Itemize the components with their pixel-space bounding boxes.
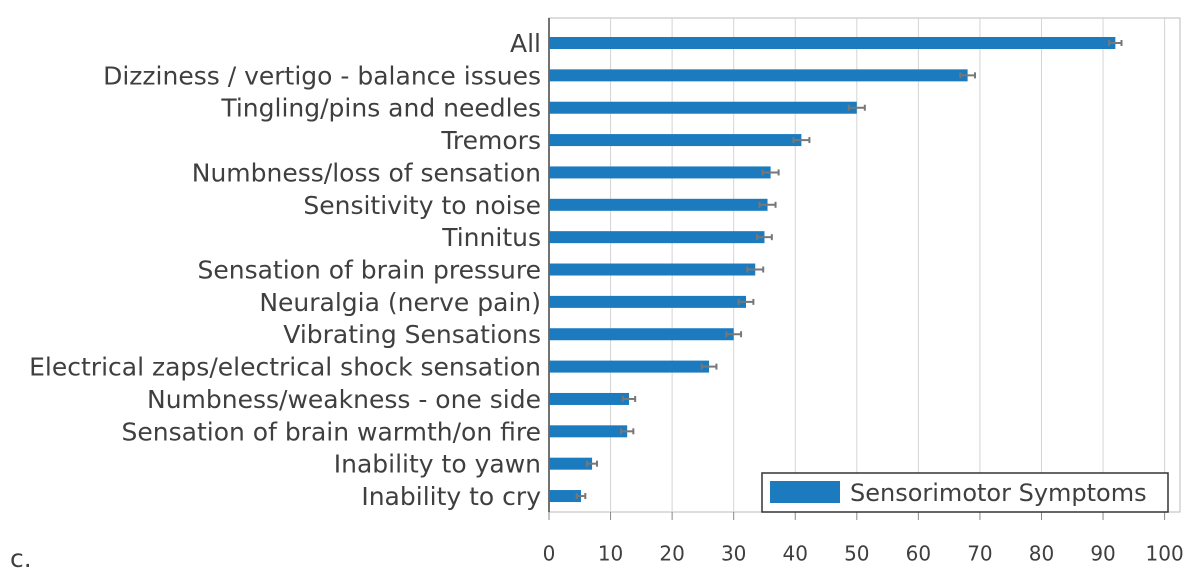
y-tick-label: Inability to cry — [361, 482, 541, 511]
legend-label: Sensorimotor Symptoms — [850, 479, 1147, 507]
bar — [549, 198, 768, 211]
y-tick-label: Electrical zaps/electrical shock sensati… — [29, 353, 541, 382]
x-tick-label: 90 — [1090, 542, 1115, 566]
bar — [549, 392, 630, 405]
y-tick-label: Vibrating Sensations — [283, 320, 541, 349]
bar — [549, 37, 1116, 49]
y-tick-label: Neuralgia (nerve pain) — [259, 288, 541, 317]
y-tick-label: Dizziness / vertigo - balance issues — [103, 61, 541, 90]
x-tick-label: 30 — [721, 542, 746, 566]
x-tick-label: 50 — [844, 542, 869, 566]
legend-swatch — [770, 481, 840, 503]
x-tick-label: 60 — [906, 542, 931, 566]
y-tick-label: Numbness/weakness - one side — [147, 385, 541, 414]
bar — [549, 425, 628, 438]
x-tick-label: 10 — [598, 542, 623, 566]
y-tick-label: Tinnitus — [441, 223, 541, 252]
y-tick-label: Numbness/loss of sensation — [192, 158, 541, 187]
bar — [549, 360, 710, 373]
y-tick-label: Inability to yawn — [334, 450, 541, 479]
x-tick-label: 40 — [783, 542, 808, 566]
bar — [549, 490, 582, 503]
x-tick-label: 20 — [659, 542, 684, 566]
bar — [549, 295, 746, 308]
bar — [549, 328, 734, 341]
bar — [549, 69, 968, 82]
bar — [549, 231, 765, 244]
bar — [549, 457, 593, 470]
y-tick-label: Tingling/pins and needles — [220, 94, 541, 123]
y-tick-label: Sensitivity to noise — [303, 191, 541, 220]
bar — [549, 134, 802, 147]
x-tick-label: 70 — [967, 542, 992, 566]
y-tick-label: All — [510, 29, 541, 58]
x-tick-label: 100 — [1146, 542, 1184, 566]
x-tick-label: 0 — [543, 542, 556, 566]
y-tick-label: Sensation of brain warmth/on fire — [122, 417, 542, 446]
y-tick-label: Sensation of brain pressure — [197, 256, 541, 285]
bar — [549, 263, 756, 276]
bar — [549, 166, 771, 179]
y-tick-label: Tremors — [440, 126, 541, 155]
x-tick-label: 80 — [1029, 542, 1054, 566]
panel-label: c. — [10, 544, 32, 573]
bar — [549, 101, 857, 114]
